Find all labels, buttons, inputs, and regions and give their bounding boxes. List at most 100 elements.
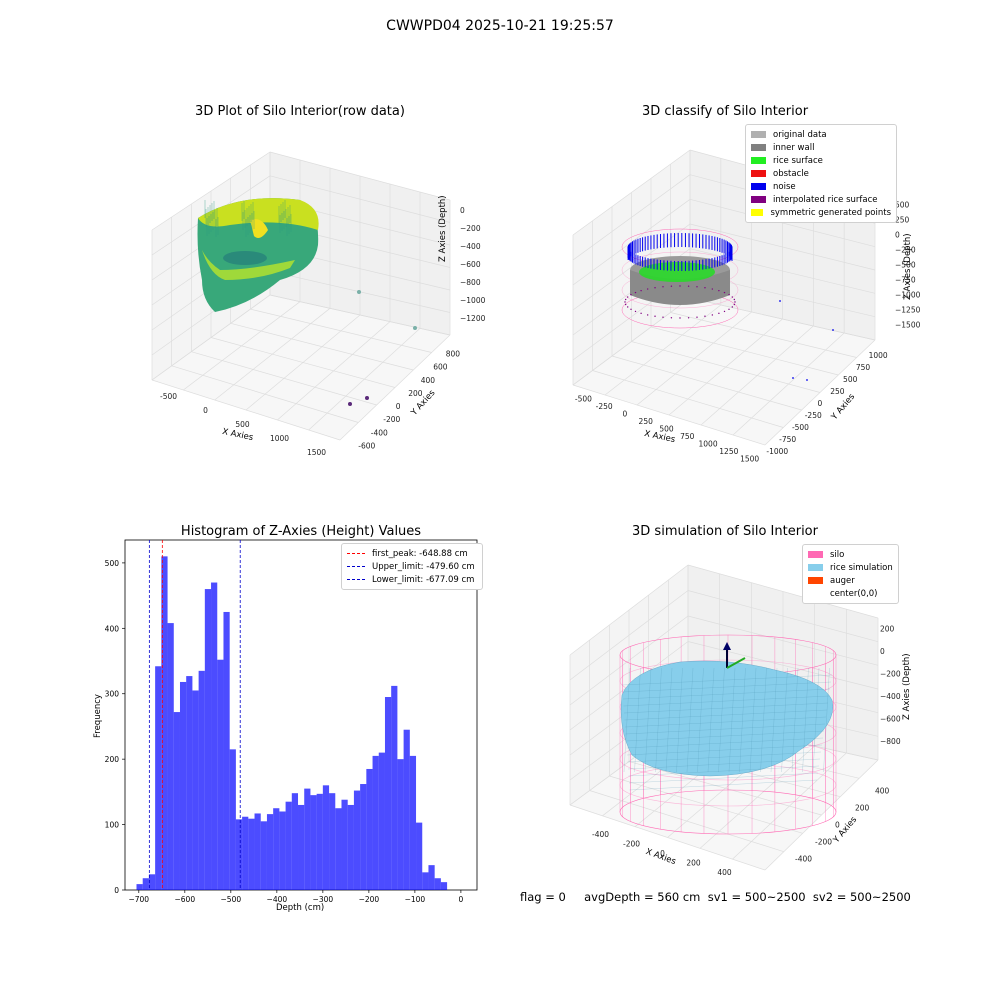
histogram-bar (254, 813, 261, 890)
histogram-xtick-label: −700 (128, 895, 149, 904)
legend-entry: noise (751, 180, 891, 193)
legend-label: interpolated rice surface (773, 194, 878, 205)
histogram-xtick-label: −400 (267, 895, 288, 904)
cls-ztick-label: −1000 (895, 291, 921, 300)
cls-ytick-label: -1000 (766, 447, 788, 456)
histogram-title: Histogram of Z-Axies (Height) Values (180, 524, 422, 539)
cls-ztick-label: 500 (895, 201, 910, 210)
raw-xtick-label: 500 (235, 420, 250, 429)
cls-xtick-label: 750 (680, 432, 695, 441)
histogram-bar (186, 676, 193, 890)
histogram-bar (384, 697, 392, 890)
legend-swatch (751, 131, 766, 138)
histogram-bar (304, 788, 311, 890)
cls-xtick-label: 1000 (699, 439, 718, 448)
histogram-ytick-label: 200 (105, 755, 120, 764)
raw-outlier-point (413, 326, 417, 330)
histogram-bar (353, 790, 361, 890)
cls-ztick-label: −1250 (895, 306, 921, 315)
legend-swatch (751, 170, 766, 177)
legend-entry: first_peak: -648.88 cm (347, 547, 477, 560)
histogram-bar (291, 793, 299, 890)
sim-ytick-label: 0 (835, 821, 840, 830)
legend-entry: center(0,0) (808, 587, 893, 600)
raw-outlier-point (365, 396, 369, 400)
raw-ytick-label: -600 (358, 441, 375, 450)
simulation-legend: silo rice simulation auger center(0,0) (802, 544, 899, 604)
legend-entry: obstacle (751, 167, 891, 180)
histogram-ytick-label: 0 (114, 886, 119, 895)
classify-plot-title: 3D classify of Silo Interior (641, 104, 809, 119)
histogram-bar (285, 801, 292, 890)
sim-ytick-label: -400 (795, 855, 812, 864)
histogram-bar (298, 804, 305, 890)
legend-swatch (808, 564, 823, 571)
cls-ytick-label: -750 (779, 435, 796, 444)
cls-ztick-label: 250 (895, 216, 910, 225)
raw-ztick-label: −400 (460, 242, 481, 251)
classify-noise-point (779, 300, 781, 302)
legend-entry: rice simulation (808, 561, 893, 574)
classify-zlabel: Z Axies (Depth) (903, 233, 913, 300)
cls-xtick-label: 250 (639, 417, 654, 426)
legend-label: silo (830, 549, 845, 560)
histogram-bar (266, 814, 274, 890)
raw-xtick-label: -500 (160, 392, 177, 401)
histogram-bar (248, 818, 255, 890)
histogram-bar (397, 759, 404, 890)
histogram-bar (434, 878, 441, 890)
histogram-bar (260, 821, 267, 890)
legend-entry: auger (808, 574, 893, 587)
histogram-bar (322, 785, 330, 890)
histogram-legend: first_peak: -648.88 cm Upper_limit: -479.… (341, 543, 483, 590)
legend-swatch (751, 144, 766, 151)
sim-xtick-label: 400 (717, 868, 732, 877)
histogram-bar (310, 795, 317, 890)
legend-entry: Upper_limit: -479.60 cm (347, 560, 477, 573)
histogram-xtick-label: −500 (221, 895, 242, 904)
sim-xtick-label: 200 (686, 859, 701, 868)
classify-rice-surface (639, 262, 715, 282)
histogram-bar (403, 729, 410, 890)
raw-outlier-point (357, 290, 361, 294)
cls-ytick-label: 750 (856, 363, 871, 372)
histogram-bar (204, 589, 212, 890)
sim-ztick-label: −200 (880, 669, 901, 678)
cls-ytick-label: -250 (805, 411, 822, 420)
histogram-ylabel: Frequency (93, 694, 103, 738)
raw-ztick-label: −1000 (460, 296, 486, 305)
raw-ytick-label: 600 (433, 363, 448, 372)
histogram-bar (142, 878, 149, 890)
legend-label: noise (773, 181, 796, 192)
raw-zlabel: Z Axies (Depth) (438, 195, 448, 262)
legend-entry: inner wall (751, 141, 891, 154)
legend-swatch (808, 551, 823, 558)
raw-ytick-label: 0 (396, 402, 401, 411)
raw-ytick-label: 200 (408, 389, 423, 398)
raw-ztick-label: 0 (460, 206, 465, 215)
cls-ytick-label: -500 (792, 423, 809, 432)
raw-ytick-label: -200 (383, 415, 400, 424)
histogram-bar (341, 799, 348, 890)
legend-entry: original data (751, 128, 891, 141)
raw-xtick-label: 1000 (270, 434, 289, 443)
cls-ytick-label: 0 (818, 399, 823, 408)
cls-ztick-label: −500 (895, 261, 916, 270)
legend-label: auger (830, 575, 855, 586)
cls-xtick-label: -500 (575, 395, 592, 404)
histogram-bar (316, 793, 323, 890)
raw-xtick-label: 1500 (307, 448, 326, 457)
raw-cloud-top (198, 198, 319, 230)
histogram-xtick-label: −200 (359, 895, 380, 904)
histogram-bar (391, 685, 398, 890)
histogram-xtick-label: 0 (459, 895, 464, 904)
legend-label: Upper_limit: -479.60 cm (372, 561, 475, 572)
status-line: flag = 0 avgDepth = 560 cm sv1 = 500~250… (520, 890, 911, 904)
cls-xtick-label: 1250 (719, 447, 738, 456)
sim-ztick-label: −800 (880, 737, 901, 746)
histogram-ytick-label: 400 (105, 624, 120, 633)
histogram-bar (335, 808, 342, 890)
histogram-bar (360, 784, 367, 890)
histogram-xtick-label: −600 (175, 895, 196, 904)
histogram-bar (372, 755, 379, 890)
